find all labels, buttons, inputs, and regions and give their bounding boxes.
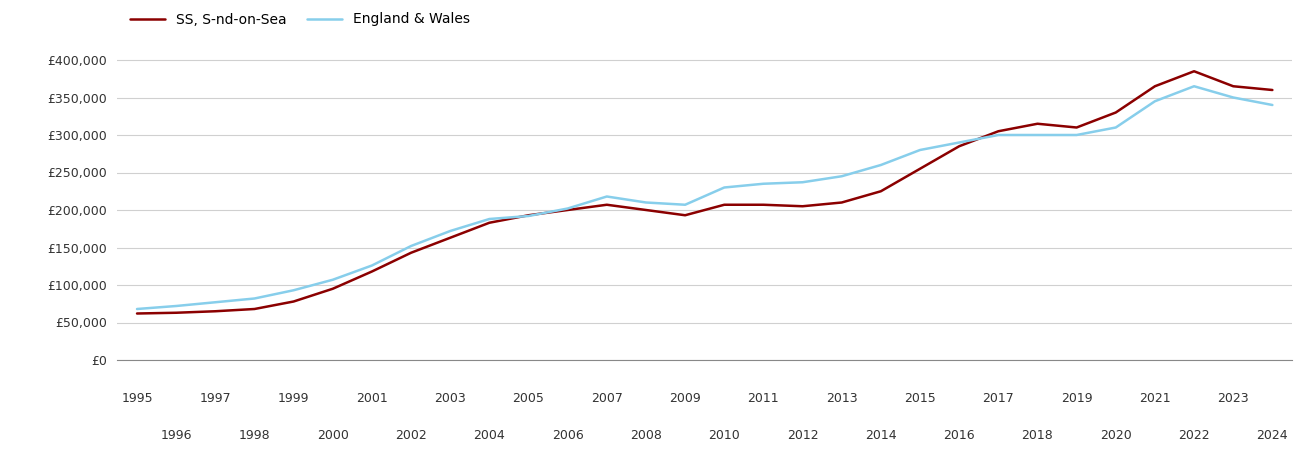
England & Wales xyxy=(990,132,1006,138)
Text: 2017: 2017 xyxy=(983,392,1014,405)
Text: 2016: 2016 xyxy=(944,429,975,442)
SS, S-nd-on-Sea xyxy=(677,212,693,218)
Text: 2000: 2000 xyxy=(317,429,348,442)
England & Wales xyxy=(912,147,928,153)
England & Wales xyxy=(168,303,184,309)
England & Wales xyxy=(677,202,693,207)
England & Wales xyxy=(716,185,732,190)
England & Wales xyxy=(873,162,889,168)
England & Wales xyxy=(403,243,419,249)
Text: 2024: 2024 xyxy=(1257,429,1288,442)
Text: 2019: 2019 xyxy=(1061,392,1092,405)
SS, S-nd-on-Sea xyxy=(442,235,458,240)
England & Wales xyxy=(560,206,576,211)
SS, S-nd-on-Sea xyxy=(990,129,1006,134)
England & Wales xyxy=(951,140,967,145)
England & Wales xyxy=(1225,95,1241,100)
England & Wales xyxy=(325,277,341,283)
Text: 2002: 2002 xyxy=(395,429,427,442)
England & Wales xyxy=(442,228,458,234)
SS, S-nd-on-Sea xyxy=(873,189,889,194)
SS, S-nd-on-Sea xyxy=(1186,68,1202,74)
England & Wales xyxy=(207,300,223,305)
England & Wales xyxy=(1030,132,1045,138)
Text: 2023: 2023 xyxy=(1218,392,1249,405)
England & Wales xyxy=(364,263,380,268)
SS, S-nd-on-Sea xyxy=(482,220,497,225)
Text: 2006: 2006 xyxy=(552,429,583,442)
SS, S-nd-on-Sea xyxy=(1108,110,1124,115)
Text: 2011: 2011 xyxy=(748,392,779,405)
Text: 2008: 2008 xyxy=(630,429,662,442)
SS, S-nd-on-Sea xyxy=(364,269,380,274)
Text: 1999: 1999 xyxy=(278,392,309,405)
SS, S-nd-on-Sea xyxy=(599,202,615,207)
SS, S-nd-on-Sea xyxy=(403,250,419,256)
SS, S-nd-on-Sea xyxy=(951,144,967,149)
SS, S-nd-on-Sea xyxy=(521,212,536,218)
SS, S-nd-on-Sea xyxy=(638,207,654,213)
SS, S-nd-on-Sea xyxy=(834,200,850,205)
England & Wales xyxy=(795,180,810,185)
England & Wales xyxy=(286,288,301,293)
Text: 2020: 2020 xyxy=(1100,429,1131,442)
SS, S-nd-on-Sea xyxy=(795,203,810,209)
Text: 1998: 1998 xyxy=(239,429,270,442)
Text: 2013: 2013 xyxy=(826,392,857,405)
SS, S-nd-on-Sea xyxy=(286,299,301,304)
Text: 2021: 2021 xyxy=(1139,392,1171,405)
SS, S-nd-on-Sea xyxy=(1069,125,1084,130)
Text: 2010: 2010 xyxy=(709,429,740,442)
SS, S-nd-on-Sea xyxy=(325,286,341,292)
Text: 2003: 2003 xyxy=(435,392,466,405)
England & Wales xyxy=(756,181,771,186)
SS, S-nd-on-Sea xyxy=(716,202,732,207)
England & Wales xyxy=(1108,125,1124,130)
Line: England & Wales: England & Wales xyxy=(137,86,1272,309)
Text: 2022: 2022 xyxy=(1178,429,1210,442)
SS, S-nd-on-Sea xyxy=(560,207,576,213)
England & Wales xyxy=(638,200,654,205)
Text: 2007: 2007 xyxy=(591,392,622,405)
England & Wales xyxy=(129,306,145,312)
England & Wales xyxy=(1186,84,1202,89)
England & Wales xyxy=(247,296,262,301)
Text: 2004: 2004 xyxy=(474,429,505,442)
SS, S-nd-on-Sea xyxy=(129,311,145,316)
England & Wales xyxy=(1147,99,1163,104)
Legend: SS, S-nd-on-Sea, England & Wales: SS, S-nd-on-Sea, England & Wales xyxy=(124,7,475,32)
Text: 1997: 1997 xyxy=(200,392,231,405)
England & Wales xyxy=(599,194,615,199)
SS, S-nd-on-Sea xyxy=(912,166,928,171)
SS, S-nd-on-Sea xyxy=(168,310,184,315)
England & Wales xyxy=(834,174,850,179)
SS, S-nd-on-Sea xyxy=(1147,84,1163,89)
SS, S-nd-on-Sea xyxy=(756,202,771,207)
Text: 1995: 1995 xyxy=(121,392,153,405)
Text: 2015: 2015 xyxy=(904,392,936,405)
Text: 2012: 2012 xyxy=(787,429,818,442)
Text: 2018: 2018 xyxy=(1022,429,1053,442)
England & Wales xyxy=(1069,132,1084,138)
Text: 1996: 1996 xyxy=(161,429,192,442)
England & Wales xyxy=(1265,102,1280,108)
Text: 2001: 2001 xyxy=(356,392,388,405)
England & Wales xyxy=(521,213,536,219)
England & Wales xyxy=(482,216,497,222)
SS, S-nd-on-Sea xyxy=(1225,84,1241,89)
Text: 2014: 2014 xyxy=(865,429,897,442)
SS, S-nd-on-Sea xyxy=(1030,121,1045,126)
SS, S-nd-on-Sea xyxy=(1265,87,1280,93)
SS, S-nd-on-Sea xyxy=(207,309,223,314)
SS, S-nd-on-Sea xyxy=(247,306,262,312)
Text: 2009: 2009 xyxy=(669,392,701,405)
Text: 2005: 2005 xyxy=(513,392,544,405)
Line: SS, S-nd-on-Sea: SS, S-nd-on-Sea xyxy=(137,71,1272,314)
